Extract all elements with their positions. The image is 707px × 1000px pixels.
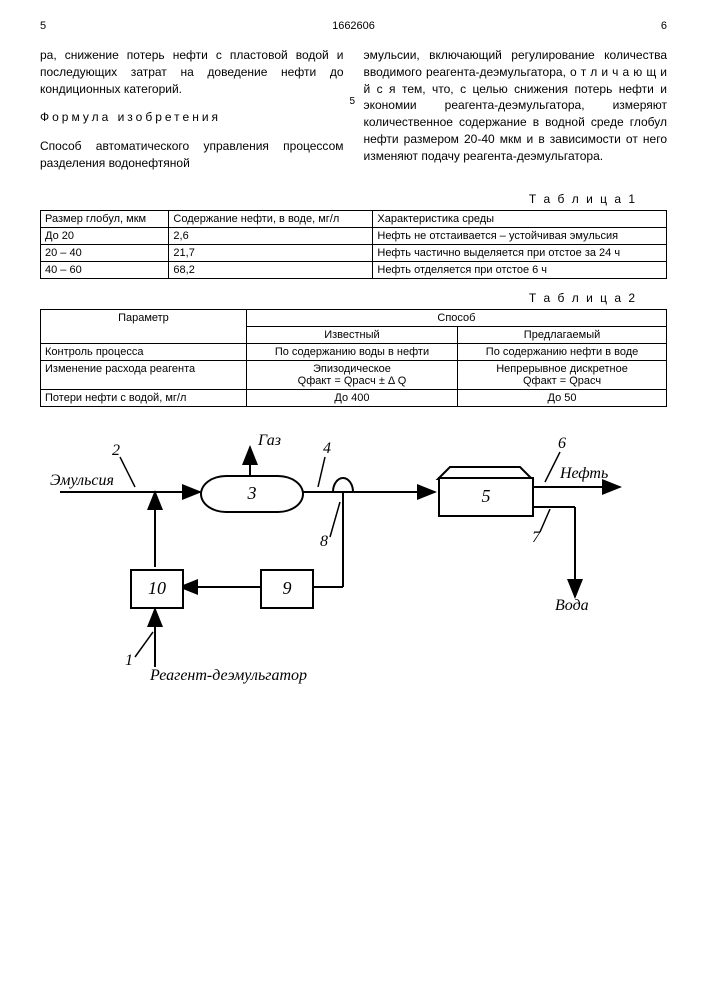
table-row: До 20 2,6 Нефть не отстаивается – устойч… (41, 227, 667, 244)
process-diagram: 3 5 9 10 Эмульсия Газ Нефть Вода Реагент… (40, 437, 667, 737)
table-row: Потери нефти с водой, мг/л До 400 До 50 (41, 389, 667, 406)
line-number: 5 (350, 95, 356, 109)
table-header: Содержание нефти, в воде, мг/л (169, 210, 373, 227)
table-row: Изменение расхода реагента Эпизодическое… (41, 360, 667, 389)
table2-label: Т а б л и ц а 2 (40, 291, 637, 305)
node-3: 3 (200, 475, 304, 513)
node-5: 5 (438, 477, 534, 517)
table2: Параметр Способ Известный Предлагаемый К… (40, 309, 667, 407)
table-header: Известный (246, 326, 457, 343)
callout-7: 7 (532, 529, 540, 547)
table-row: 40 – 60 68,2 Нефть отделяется при отстое… (41, 261, 667, 278)
table-row: Параметр Способ (41, 309, 667, 326)
callout-1: 1 (125, 652, 133, 670)
node-10: 10 (130, 569, 184, 609)
table1: Размер глобул, мкм Содержание нефти, в в… (40, 210, 667, 279)
page-num-right: 6 (661, 20, 667, 32)
callout-2: 2 (112, 442, 120, 460)
label-water: Вода (555, 597, 589, 615)
label-oil: Нефть (560, 465, 608, 483)
table-header: Характеристика среды (373, 210, 667, 227)
right-column: 5 эмульсии, включающий регулирование кол… (364, 47, 668, 172)
formula-heading: Формула изобретения (40, 109, 344, 126)
table-header: Параметр (41, 309, 247, 343)
label-emulsion: Эмульсия (50, 472, 114, 490)
table1-label: Т а б л и ц а 1 (40, 192, 637, 206)
page-header: 5 1662606 6 (40, 20, 667, 32)
callout-6: 6 (558, 435, 566, 453)
doc-number: 1662606 (46, 20, 661, 32)
body-columns: ра, снижение потерь нефти с пластовой во… (40, 47, 667, 172)
label-gas: Газ (258, 432, 281, 450)
label-reagent: Реагент-деэмульгатор (150, 667, 307, 685)
left-column: ра, снижение потерь нефти с пластовой во… (40, 47, 344, 172)
table-row: Размер глобул, мкм Содержание нефти, в в… (41, 210, 667, 227)
table-header: Способ (246, 309, 666, 326)
table-row: 20 – 40 21,7 Нефть частично выделяется п… (41, 244, 667, 261)
paragraph: ра, снижение потерь нефти с пластовой во… (40, 47, 344, 97)
table-header: Предлагаемый (458, 326, 667, 343)
table-row: Контроль процесса По содержанию воды в н… (41, 343, 667, 360)
paragraph: Способ автоматического управления процес… (40, 138, 344, 172)
table-header: Размер глобул, мкм (41, 210, 169, 227)
callout-8: 8 (320, 533, 328, 551)
paragraph: эмульсии, включающий регулирование колич… (364, 47, 668, 165)
callout-4: 4 (323, 440, 331, 458)
node-9: 9 (260, 569, 314, 609)
